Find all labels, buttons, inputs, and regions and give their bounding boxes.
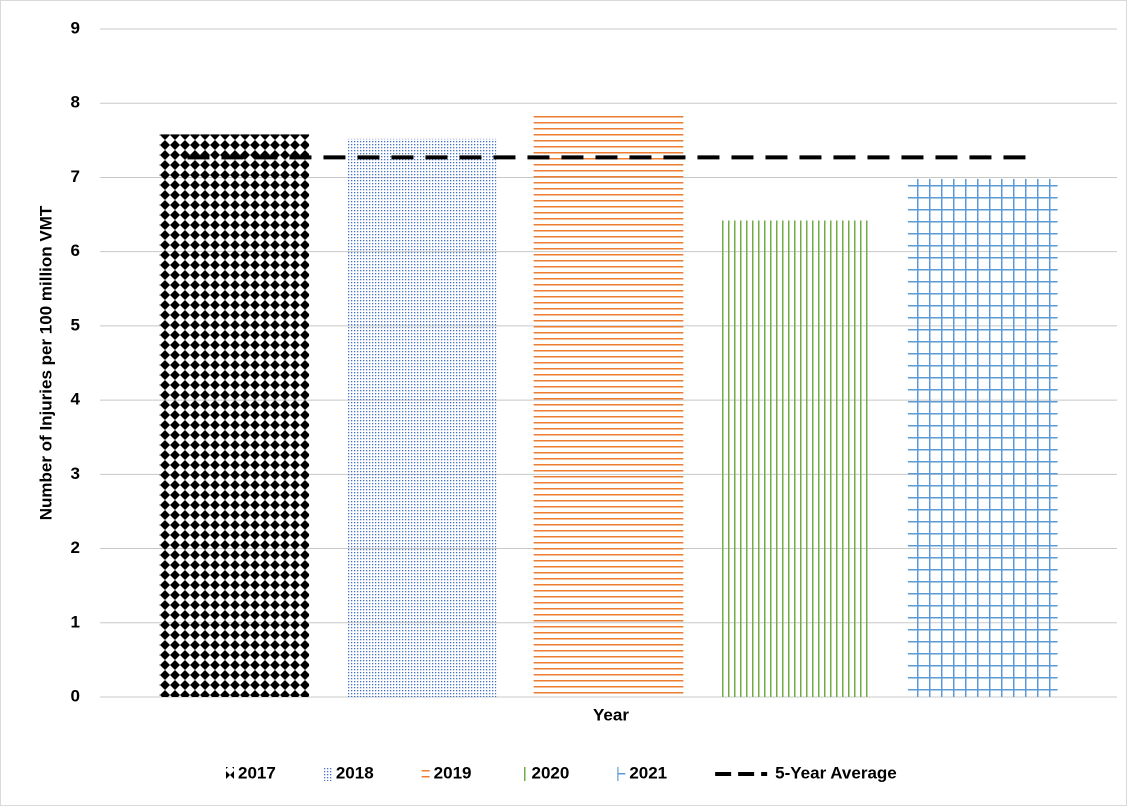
y-tick-label: 0 bbox=[71, 686, 80, 705]
y-tick-label: 3 bbox=[71, 464, 80, 483]
bar bbox=[159, 134, 310, 697]
y-tick-label: 2 bbox=[71, 538, 80, 557]
legend-label: 5-Year Average bbox=[775, 763, 897, 782]
bar bbox=[346, 138, 497, 698]
legend-swatch bbox=[617, 767, 626, 781]
legend-label: 2018 bbox=[336, 763, 374, 782]
x-axis-title: Year bbox=[593, 705, 629, 724]
legend-label: 2020 bbox=[531, 763, 569, 782]
legend-swatch bbox=[323, 767, 332, 781]
y-tick-label: 9 bbox=[71, 18, 80, 37]
legend-swatch bbox=[421, 767, 430, 781]
legend-swatch bbox=[226, 767, 234, 781]
y-tick-label: 7 bbox=[71, 167, 80, 186]
bar bbox=[533, 115, 684, 698]
y-tick-label: 4 bbox=[71, 390, 81, 409]
y-tick-label: 8 bbox=[71, 93, 80, 112]
legend-swatch bbox=[519, 767, 528, 781]
bar bbox=[907, 178, 1058, 697]
y-tick-label: 5 bbox=[71, 315, 80, 334]
legend-label: 2019 bbox=[434, 763, 472, 782]
y-tick-label: 6 bbox=[71, 241, 80, 260]
y-tick-label: 1 bbox=[71, 612, 80, 631]
legend-label: 2021 bbox=[629, 763, 667, 782]
bar bbox=[720, 220, 871, 697]
y-axis-title: Number of Injuries per 100 million VMT bbox=[36, 205, 55, 520]
legend-label: 2017 bbox=[238, 763, 276, 782]
legend: 2017 2018 2019 2020 2021 5-Year Average bbox=[226, 763, 897, 782]
